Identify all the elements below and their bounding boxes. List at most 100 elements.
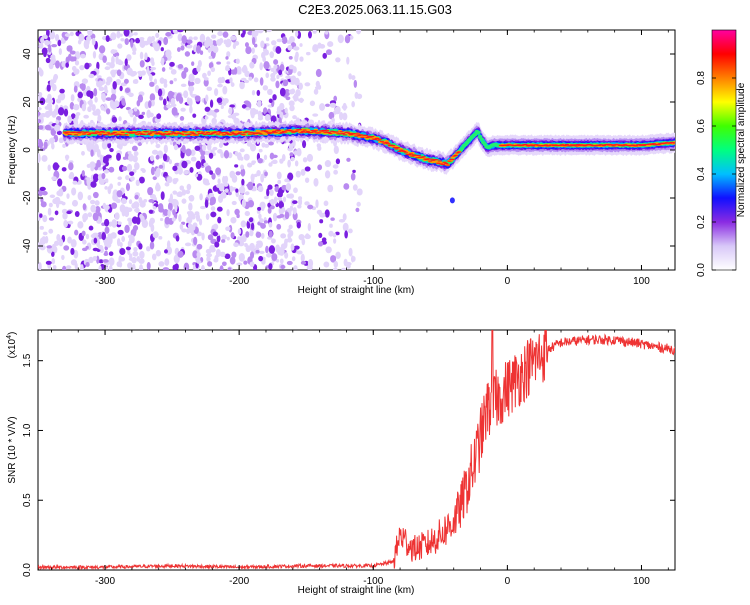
noise-speck: [92, 173, 99, 182]
noise-speck: [200, 150, 206, 156]
noise-speck: [307, 258, 314, 268]
noise-speck: [237, 228, 242, 235]
noise-speck: [184, 51, 191, 57]
noise-speck: [256, 89, 261, 97]
noise-speck: [304, 177, 310, 183]
noise-speck: [102, 259, 109, 263]
noise-speck: [207, 234, 214, 241]
noise-speck: [150, 66, 157, 71]
noise-speck: [243, 79, 250, 84]
chart-title: C2E3.2025.063.11.15.G03: [298, 2, 452, 17]
noise-speck: [42, 214, 48, 223]
noise-speck: [94, 200, 100, 206]
noise-speck: [172, 177, 178, 185]
ridge-mark: [112, 131, 117, 134]
noise-speck: [288, 100, 295, 107]
noise-speck: [160, 47, 164, 52]
noise-speck: [138, 114, 144, 120]
noise-speck: [288, 89, 295, 95]
noise-speck: [172, 190, 178, 195]
colorbar-tick-label: 0.6: [696, 119, 707, 133]
ridge-mark: [273, 131, 278, 133]
noise-speck: [274, 186, 280, 193]
noise-speck: [51, 251, 55, 257]
noise-speck: [226, 61, 231, 65]
noise-speck: [181, 198, 187, 204]
noise-speck: [97, 167, 103, 171]
ridge-mark: [133, 131, 138, 133]
noise-speck: [152, 41, 157, 49]
noise-speck: [48, 217, 55, 221]
noise-speck: [230, 232, 235, 239]
noise-speck: [223, 150, 230, 159]
noise-speck: [117, 59, 122, 64]
ridge-mark: [369, 135, 375, 138]
noise-speck: [226, 209, 230, 217]
noise-speck: [255, 231, 262, 238]
noise-speck: [317, 241, 324, 247]
y-tick-label: 0.0: [22, 563, 33, 577]
noise-speck: [189, 166, 194, 173]
noise-speck: [49, 137, 56, 144]
noise-speck: [38, 42, 44, 49]
ridge-mark: [168, 133, 174, 135]
snr-frame: [37, 329, 676, 571]
noise-speck: [253, 77, 259, 83]
noise-speck: [285, 96, 291, 101]
ridge-mark: [308, 131, 314, 134]
noise-speck: [233, 242, 239, 248]
noise-speck: [186, 39, 193, 44]
noise-speck: [249, 229, 254, 237]
noise-speck: [133, 246, 138, 252]
ridge-mark: [98, 133, 103, 135]
noise-speck: [323, 200, 329, 207]
ridge-mark: [263, 132, 269, 135]
ridge-mark: [564, 143, 570, 146]
noise-speck: [119, 85, 123, 92]
noise-speck: [93, 143, 99, 153]
ridge-mark: [574, 145, 579, 147]
noise-speck: [203, 150, 211, 156]
noise-speck: [62, 143, 66, 148]
noise-speck: [58, 137, 64, 144]
noise-speck: [278, 69, 283, 76]
noise-speck: [166, 104, 173, 109]
noise-speck: [292, 200, 298, 205]
noise-speck: [121, 165, 128, 172]
noise-speck: [240, 168, 246, 177]
noise-speck: [82, 239, 87, 245]
ridge-mark: [394, 148, 399, 150]
ridge-mark: [339, 131, 344, 133]
ridge-mark: [299, 132, 304, 134]
noise-speck: [119, 33, 123, 37]
noise-speck: [280, 264, 286, 270]
noise-speck: [262, 56, 267, 63]
noise-speck: [70, 247, 75, 255]
noise-speck: [141, 111, 146, 115]
noise-speck: [192, 250, 198, 259]
noise-speck: [278, 201, 285, 209]
noise-speck: [312, 44, 319, 53]
noise-speck: [84, 62, 90, 70]
noise-speck: [216, 61, 221, 65]
noise-speck: [103, 252, 109, 257]
noise-speck: [248, 217, 254, 223]
noise-speck: [80, 53, 86, 59]
noise-speck: [204, 115, 209, 120]
noise-speck: [164, 258, 170, 266]
noise-speck: [234, 67, 238, 75]
noise-speck: [117, 181, 121, 186]
noise-speck: [245, 231, 250, 238]
noise-speck: [285, 182, 292, 191]
ridge-mark: [313, 130, 319, 132]
noise-speck: [210, 206, 216, 211]
ridge-mark: [347, 133, 352, 135]
ridge-mark: [384, 139, 389, 143]
noise-speck: [188, 194, 195, 202]
noise-speck: [121, 98, 126, 106]
noise-speck: [85, 261, 90, 267]
noise-speck: [268, 230, 273, 238]
noise-speck: [85, 245, 89, 250]
